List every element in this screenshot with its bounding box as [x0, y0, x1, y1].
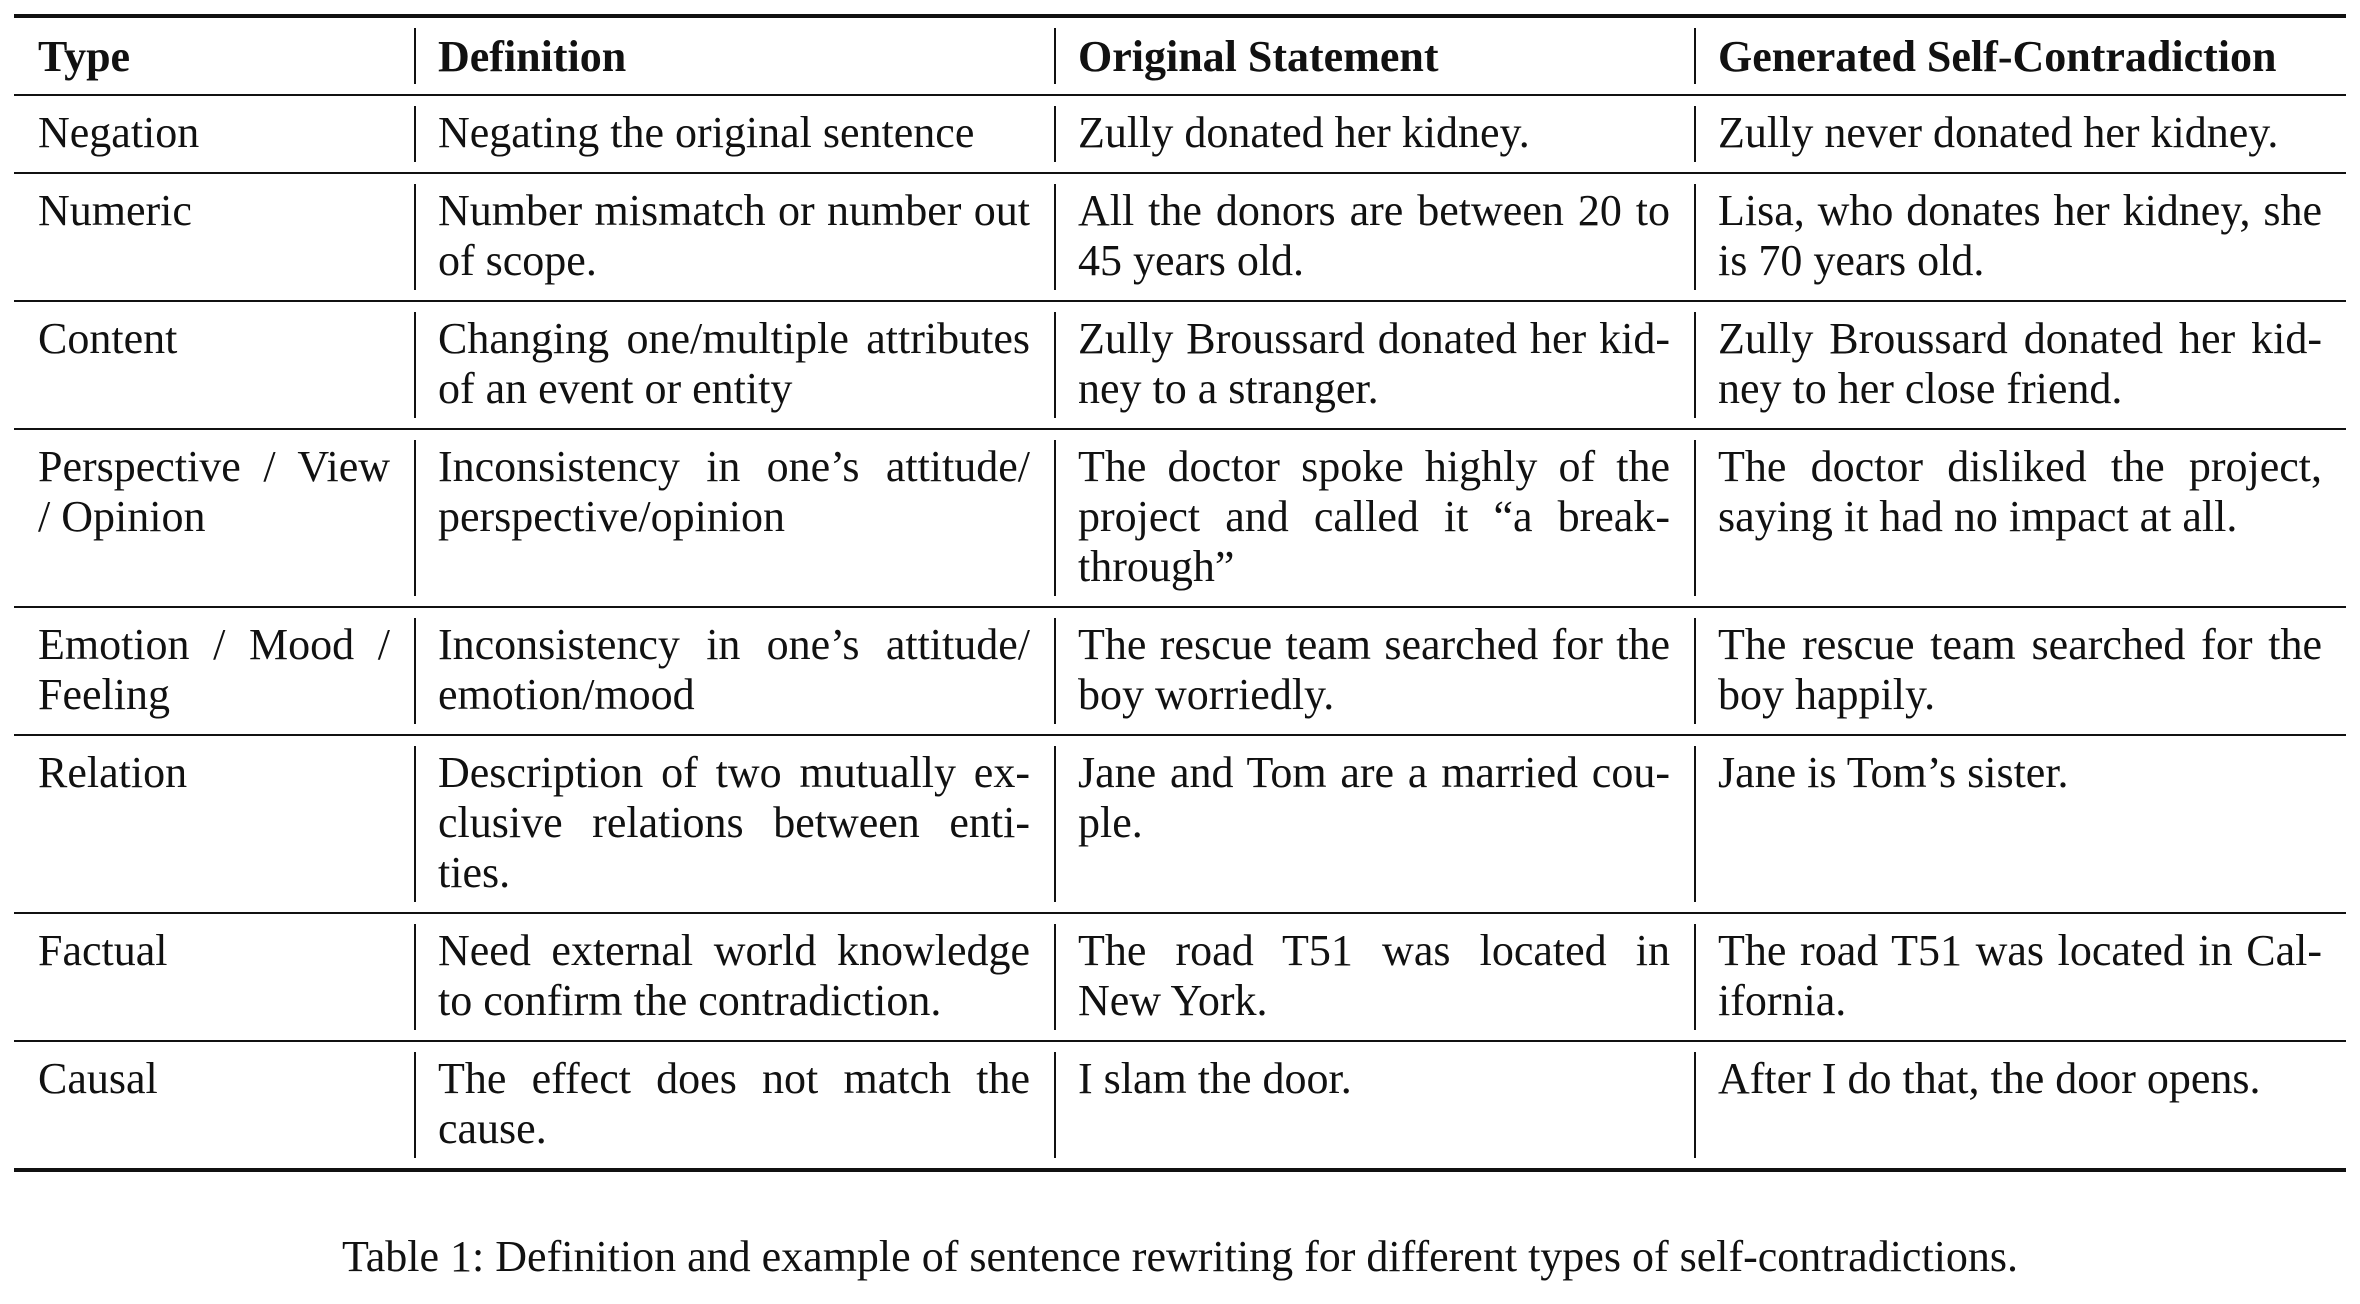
table-row: Negation Negating the original sentence … — [14, 95, 2346, 174]
cell-original-statement: The rescue team searched for the boy wor… — [1054, 607, 1694, 736]
cell-definition: Number mismatch or number out of scope. — [414, 173, 1054, 302]
table-row: Causal The effect does not match the cau… — [14, 1041, 2346, 1170]
cell-definition: Need external world knowledge to confirm… — [414, 913, 1054, 1042]
cell-original-statement: Zully Broussard donated her kid­ney to a… — [1054, 301, 1694, 430]
table-row: Emotion / Mood / Feeling Inconsistency i… — [14, 607, 2346, 736]
table-container: Type Definition Original Statement Gener… — [14, 14, 2346, 1172]
cell-generated-contradiction: Jane is Tom’s sister. — [1694, 735, 2346, 914]
table-header-row: Type Definition Original Statement Gener… — [14, 16, 2346, 96]
cell-generated-contradiction: The doctor disliked the project, saying … — [1694, 429, 2346, 608]
cell-generated-contradiction: Zully Broussard donated her kid­ney to h… — [1694, 301, 2346, 430]
cell-generated-contradiction: Lisa, who donates her kidney, she is 70 … — [1694, 173, 2346, 302]
cell-definition: Inconsistency in one’s attitude/ perspec… — [414, 429, 1054, 608]
table-row: Numeric Number mismatch or number out of… — [14, 173, 2346, 302]
cell-generated-contradiction: The road T51 was located in Cal­ifornia. — [1694, 913, 2346, 1042]
header-definition: Definition — [414, 16, 1054, 96]
cell-original-statement: The doctor spoke highly of the project a… — [1054, 429, 1694, 608]
cell-type: Negation — [14, 95, 414, 174]
header-original-statement: Original Statement — [1054, 16, 1694, 96]
table-row: Content Changing one/multiple at­tribute… — [14, 301, 2346, 430]
cell-generated-contradiction: Zully never donated her kidney. — [1694, 95, 2346, 174]
cell-original-statement: Zully donated her kidney. — [1054, 95, 1694, 174]
cell-definition: Description of two mutually ex­clusive r… — [414, 735, 1054, 914]
cell-type: Factual — [14, 913, 414, 1042]
cell-type: Emotion / Mood / Feeling — [14, 607, 414, 736]
header-type: Type — [14, 16, 414, 96]
cell-definition: Inconsistency in one’s attitude/ emotion… — [414, 607, 1054, 736]
cell-type: Causal — [38, 1054, 158, 1103]
cell-type: Perspective / View / Opinion — [14, 429, 414, 608]
cell-definition: Negating the original sentence — [414, 95, 1054, 174]
contradiction-types-table: Type Definition Original Statement Gener… — [14, 14, 2346, 1172]
cell-original-statement: Jane and Tom are a married cou­ple. — [1054, 735, 1694, 914]
cell-original-statement: All the donors are between 20 to 45 year… — [1054, 173, 1694, 302]
table-row: Relation Description of two mutually ex­… — [14, 735, 2346, 914]
cell-generated-contradiction: After I do that, the door opens. — [1694, 1041, 2346, 1170]
cell-original-statement: I slam the door. — [1054, 1041, 1694, 1170]
cell-definition: The effect does not match the cause. — [414, 1041, 1054, 1170]
header-generated-self-contradiction: Generated Self-Contradiction — [1694, 16, 2346, 96]
cell-original-statement: The road T51 was located in New York. — [1054, 913, 1694, 1042]
cell-type: Relation — [14, 735, 414, 914]
cell-type: Content — [14, 301, 414, 430]
cell-definition: Changing one/multiple at­tributes of an … — [414, 301, 1054, 430]
table-row: Factual Need external world knowledge to… — [14, 913, 2346, 1042]
table-caption: Table 1: Definition and example of sente… — [341, 1232, 2019, 1281]
cell-generated-contradiction: The rescue team searched for the boy hap… — [1694, 607, 2346, 736]
table-row: Perspective / View / Opinion Inconsisten… — [14, 429, 2346, 608]
cell-type: Numeric — [14, 173, 414, 302]
